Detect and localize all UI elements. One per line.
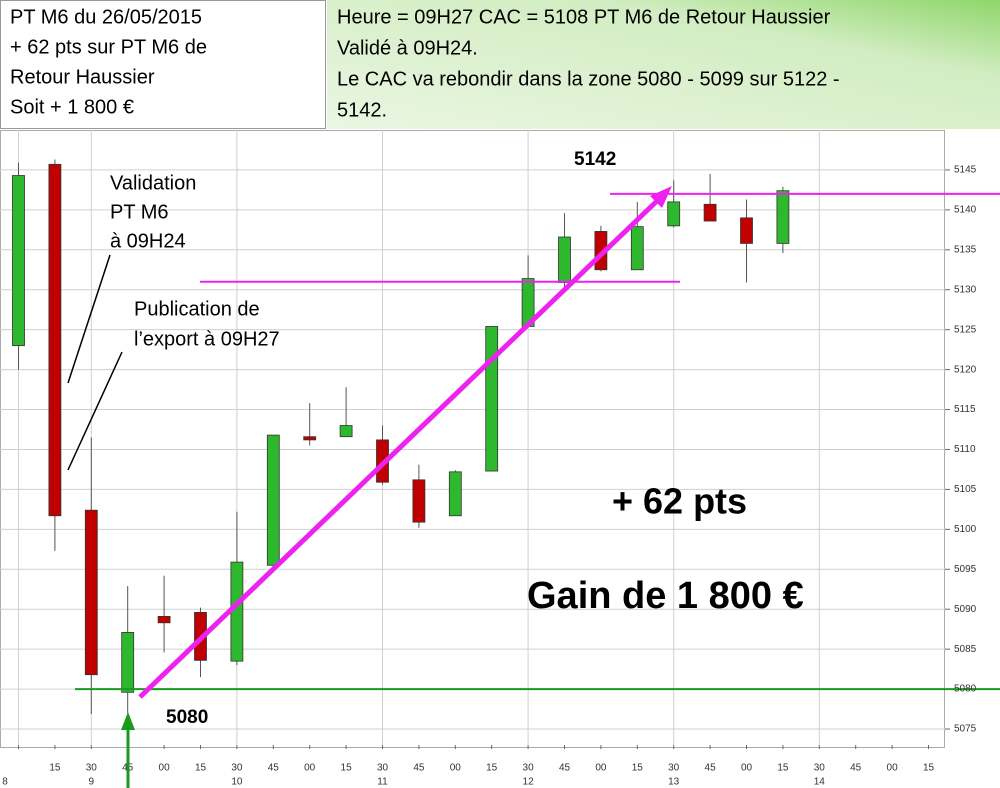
y-tick-label: 5125 [954, 324, 977, 335]
y-tick-label: 5080 [954, 684, 977, 695]
header-left-line: + 62 pts sur PT M6 de [10, 36, 207, 58]
y-tick-label: 5115 [954, 404, 976, 415]
entry-arrow-head [121, 712, 135, 730]
pointer-line [67, 351, 123, 471]
header-left-line: Retour Haussier [10, 66, 155, 88]
x-hour-label: 14 [814, 777, 826, 788]
y-tick-label: 5095 [954, 564, 977, 575]
candle-body [303, 436, 317, 441]
x-tick-label: 15 [49, 763, 61, 774]
x-tick-label: 15 [632, 763, 644, 774]
y-tick-label: 5135 [954, 244, 977, 255]
candle-body [266, 434, 280, 566]
x-tick-label: 15 [923, 763, 935, 774]
y-tick-label: 5120 [954, 364, 977, 375]
x-tick-label: 45 [268, 763, 280, 774]
y-tick-label: 5145 [954, 165, 977, 176]
candle-body [84, 509, 98, 676]
x-hour-label: 9 [89, 777, 95, 788]
trend-arrow [138, 198, 660, 699]
candle-body [339, 425, 353, 438]
x-tick-label: 45 [559, 763, 571, 774]
x-tick-label: 15 [486, 763, 498, 774]
candle-body [157, 616, 171, 624]
candle-body [630, 226, 644, 271]
candle-body [776, 190, 790, 244]
x-tick-label: 45 [850, 763, 862, 774]
x-tick-label: 30 [814, 763, 826, 774]
x-tick-label: 45 [705, 763, 717, 774]
x-tick-label: 00 [595, 763, 607, 774]
x-tick-label: 30 [86, 763, 98, 774]
x-hour-label: 10 [231, 777, 243, 788]
header-right-line: 5142. [337, 99, 387, 121]
candle-body [703, 203, 717, 222]
y-tick-label: 5140 [954, 205, 977, 216]
header-right-line: Validé à 09H24. [337, 37, 478, 59]
x-hour-label: 11 [377, 777, 388, 788]
header-right-box [327, 0, 1000, 129]
x-tick-label: 30 [523, 763, 535, 774]
y-tick-label: 5100 [954, 524, 977, 535]
x-tick-label: 00 [159, 763, 171, 774]
x-tick-label: 00 [450, 763, 462, 774]
annotation: l’export à 09H27 [134, 328, 280, 350]
reference-label: 5142 [574, 149, 616, 170]
x-tick-label: 15 [195, 763, 207, 774]
x-tick-label: 45 [413, 763, 425, 774]
y-tick-label: 5130 [954, 284, 977, 295]
marks [12, 159, 1000, 714]
header-right-line: Le CAC va rebondir dans la zone 5080 - 5… [337, 68, 840, 90]
x-hour-label: 8 [2, 777, 8, 788]
header-left-line: PT M6 du 26/05/2015 [10, 6, 202, 28]
y-tick-label: 5110 [954, 444, 976, 455]
candle-body [740, 217, 753, 244]
y-tick-label: 5085 [954, 644, 977, 655]
candle-body [121, 631, 135, 693]
x-tick-label: 15 [341, 763, 353, 774]
annotation: PT M6 [110, 201, 169, 223]
candle-body [558, 236, 571, 283]
x-tick-label: 30 [231, 763, 243, 774]
annotation: Validation [110, 172, 196, 194]
overlay [67, 186, 672, 788]
header-right-line: Heure = 09H27 CAC = 5108 PT M6 de Retour… [337, 6, 831, 28]
annotation-points: + 62 pts [612, 481, 747, 522]
x-tick-label: 15 [777, 763, 789, 774]
candle-body [12, 175, 25, 347]
candle-body [230, 561, 244, 662]
x-hour-label: 13 [668, 777, 680, 788]
annotation: Publication de [134, 298, 260, 320]
candle-body [48, 163, 62, 517]
x-hour-label: 12 [523, 777, 535, 788]
annotation: à 09H24 [110, 230, 186, 252]
candle-body [448, 471, 462, 517]
y-tick-label: 5105 [954, 484, 977, 495]
x-tick-label: 00 [304, 763, 316, 774]
reference-label: 5080 [166, 707, 208, 728]
x-tick-label: 00 [887, 763, 899, 774]
trend-arrow-head [650, 186, 672, 208]
candle-body [485, 326, 499, 472]
candle-body [667, 201, 681, 227]
x-tick-label: 00 [741, 763, 753, 774]
header-left-line: Soit + 1 800 € [10, 96, 134, 118]
y-tick-label: 5075 [954, 724, 977, 735]
header-left-box [0, 0, 326, 129]
annotation-gain: Gain de 1 800 € [527, 575, 804, 617]
pointer-line [67, 254, 111, 384]
x-tick-label: 30 [668, 763, 680, 774]
candle-body [412, 479, 426, 523]
y-tick-label: 5090 [954, 604, 977, 615]
x-tick-label: 30 [377, 763, 389, 774]
